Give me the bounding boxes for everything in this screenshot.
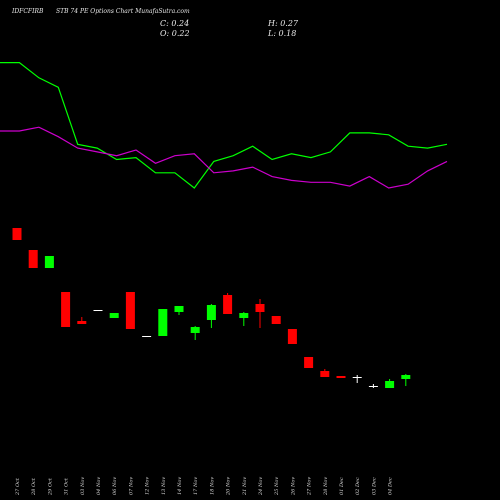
candle-body xyxy=(385,381,395,388)
candle-body xyxy=(206,305,216,320)
candle xyxy=(223,293,233,314)
date-tick-label: 27 Oct xyxy=(15,477,21,496)
candle-body xyxy=(44,256,54,268)
chart-subtitle: STB 74 PE Options Chart MunafaSutra.com xyxy=(56,8,190,15)
date-tick-label: 26 Nov xyxy=(290,477,296,496)
candle-body xyxy=(190,327,200,333)
candles xyxy=(12,228,411,388)
candle xyxy=(190,326,200,340)
date-tick-label: 02 Dec xyxy=(355,477,361,495)
open-value: O: 0.22 xyxy=(160,29,190,38)
candle-body xyxy=(401,375,411,379)
candle-body xyxy=(336,376,346,378)
indicator-line-2 xyxy=(0,126,448,189)
date-tick-label: 17 Nov xyxy=(193,477,199,495)
date-tick-label: 06 Nov xyxy=(112,477,118,495)
close-value: C: 0.24 xyxy=(160,19,190,28)
candle xyxy=(158,309,168,336)
date-axis: 27 Oct 28 Oct 29 Oct 31 Oct 03 Nov 04 Nov 06 N… xyxy=(15,477,394,496)
candle xyxy=(304,357,314,368)
candle-body xyxy=(271,316,281,324)
low-value: L: 0.18 xyxy=(268,29,297,38)
candle-body xyxy=(255,304,265,312)
candle xyxy=(255,299,265,328)
date-tick-label: 24 Nov xyxy=(258,477,264,496)
date-tick-label: 18 Nov xyxy=(209,477,215,495)
indicator-lines xyxy=(0,61,448,189)
candle-body xyxy=(239,313,249,318)
candle-body xyxy=(109,313,119,318)
candle-body xyxy=(77,321,87,324)
date-tick-label: 28 Oct xyxy=(31,477,37,496)
candle xyxy=(142,336,152,337)
candle-body xyxy=(320,371,330,377)
date-tick-label: 28 Nov xyxy=(323,477,329,496)
date-tick-label: 07 Nov xyxy=(128,477,134,495)
indicator-line-1 xyxy=(0,61,448,189)
symbol-title: IDFCFIRB xyxy=(12,8,44,15)
candle xyxy=(109,313,119,318)
candle xyxy=(239,312,249,326)
date-tick-label: 27 Nov xyxy=(307,477,313,496)
date-tick-label: 04 Nov xyxy=(96,477,102,495)
candle xyxy=(336,376,346,378)
candle xyxy=(320,369,330,377)
candle-body xyxy=(142,336,152,337)
date-tick-label: 29 Oct xyxy=(47,477,53,496)
date-tick-label: 03 Dec xyxy=(371,477,377,495)
candle-body xyxy=(352,377,362,378)
date-tick-label: 25 Nov xyxy=(274,477,280,496)
candle xyxy=(28,250,38,268)
candle xyxy=(271,316,281,324)
date-tick-label: 14 Nov xyxy=(177,477,183,495)
candle-body xyxy=(125,292,135,329)
candle xyxy=(12,228,22,240)
candle-body xyxy=(158,309,168,336)
candle xyxy=(174,306,184,315)
candle-body xyxy=(368,386,378,387)
candle-body xyxy=(304,357,314,368)
candle-body xyxy=(223,295,233,314)
date-tick-label: 21 Nov xyxy=(242,477,248,496)
candle xyxy=(352,375,362,383)
date-tick-label: 12 Nov xyxy=(145,477,151,495)
candle xyxy=(385,379,395,388)
candle-body xyxy=(28,250,38,268)
high-value: H: 0.27 xyxy=(268,19,299,28)
candle xyxy=(61,292,71,327)
candle-body xyxy=(174,306,184,312)
candle-body xyxy=(61,292,71,327)
date-tick-label: 13 Nov xyxy=(161,477,167,495)
candle-body xyxy=(93,310,103,311)
candle-body xyxy=(287,329,297,344)
candle xyxy=(401,374,411,386)
date-tick-label: 20 Nov xyxy=(226,477,232,496)
candle-body xyxy=(12,228,22,240)
date-tick-label: 31 Oct xyxy=(64,477,70,495)
candle xyxy=(206,304,216,328)
candle xyxy=(77,317,87,324)
candle xyxy=(93,310,103,311)
candle xyxy=(368,384,378,388)
candle xyxy=(287,329,297,344)
candle xyxy=(125,292,135,329)
date-tick-label: 01 Dec xyxy=(339,477,345,495)
candle xyxy=(44,256,54,268)
date-tick-label: 04 Dec xyxy=(388,477,394,495)
date-tick-label: 03 Nov xyxy=(80,477,86,495)
